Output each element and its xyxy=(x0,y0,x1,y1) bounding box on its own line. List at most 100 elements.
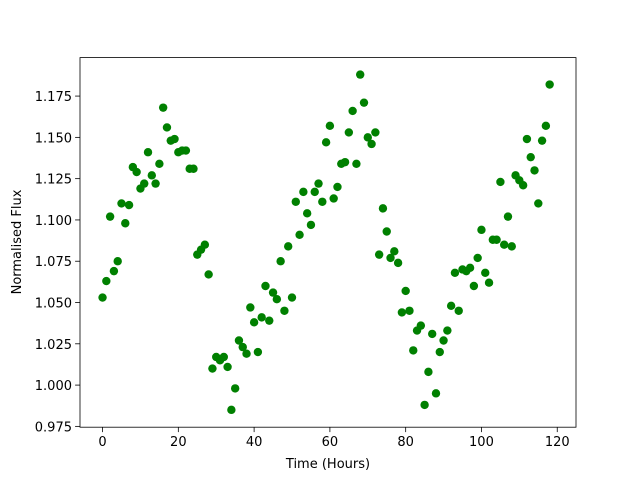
point xyxy=(424,367,433,377)
point xyxy=(310,187,319,197)
point xyxy=(359,98,369,107)
point xyxy=(287,293,297,302)
point xyxy=(356,70,365,79)
point xyxy=(246,303,255,312)
point xyxy=(280,306,289,315)
point xyxy=(204,270,213,279)
point xyxy=(302,209,312,218)
y-tick-label: 1.050 xyxy=(35,297,72,312)
y-axis-label: Normalised Flux xyxy=(10,189,25,294)
y-tick-label: 1.075 xyxy=(35,255,72,270)
point xyxy=(522,134,532,144)
y-tick-label: 1.000 xyxy=(35,379,72,394)
point xyxy=(325,121,335,131)
point xyxy=(132,167,141,177)
point xyxy=(496,177,505,187)
point xyxy=(443,326,452,335)
point xyxy=(314,179,323,188)
point xyxy=(526,152,535,162)
point xyxy=(208,364,217,373)
point xyxy=(405,306,414,315)
point xyxy=(102,276,111,286)
point xyxy=(329,194,338,203)
point xyxy=(477,225,486,235)
point xyxy=(189,164,198,173)
point xyxy=(105,212,115,221)
point xyxy=(219,352,228,362)
x-tick-label: 0 xyxy=(98,435,106,450)
point xyxy=(450,268,460,277)
point xyxy=(306,220,316,230)
point xyxy=(503,212,513,221)
point xyxy=(439,336,448,345)
x-tick-label: 20 xyxy=(170,435,187,450)
point xyxy=(416,321,426,330)
point xyxy=(257,313,266,322)
point xyxy=(465,263,475,273)
point xyxy=(378,204,388,213)
point xyxy=(321,138,331,147)
point xyxy=(143,148,153,157)
point xyxy=(386,253,395,263)
point xyxy=(363,133,372,142)
x-tick-label: 100 xyxy=(469,435,494,450)
x-tick-label: 120 xyxy=(545,435,570,450)
point xyxy=(534,199,543,208)
point xyxy=(170,134,179,144)
point xyxy=(242,349,251,358)
point xyxy=(428,329,437,339)
point xyxy=(227,405,236,415)
point xyxy=(109,266,119,276)
point xyxy=(230,384,240,393)
point xyxy=(333,182,342,192)
point xyxy=(374,250,384,259)
point xyxy=(276,257,285,266)
point xyxy=(344,128,354,137)
point xyxy=(454,306,463,315)
point xyxy=(469,281,479,291)
y-tick-label: 1.100 xyxy=(35,214,72,229)
point xyxy=(401,286,410,296)
point xyxy=(238,342,247,352)
point xyxy=(98,293,107,302)
y-tick-label: 1.025 xyxy=(35,338,72,353)
point xyxy=(181,146,191,155)
point xyxy=(484,278,494,287)
y-tick-label: 1.150 xyxy=(35,131,72,146)
point xyxy=(147,171,157,180)
point xyxy=(155,159,164,168)
point xyxy=(151,179,160,188)
y-tick-label: 1.175 xyxy=(35,90,72,105)
point xyxy=(253,347,263,357)
point xyxy=(268,288,278,297)
point xyxy=(530,166,539,175)
point xyxy=(200,240,210,249)
x-axis-label: Time (Hours) xyxy=(285,457,370,472)
x-tick-label: 80 xyxy=(397,435,414,450)
point xyxy=(507,242,516,251)
point xyxy=(499,240,509,249)
point xyxy=(393,258,403,268)
point xyxy=(158,103,168,112)
point xyxy=(318,197,327,206)
point xyxy=(140,179,149,188)
point xyxy=(371,128,380,137)
point xyxy=(223,362,232,372)
point xyxy=(446,301,456,311)
point xyxy=(249,318,259,327)
plot-frame xyxy=(79,57,577,428)
point xyxy=(265,316,274,325)
y-tick-label: 1.125 xyxy=(35,173,72,188)
point xyxy=(541,121,551,131)
point xyxy=(291,197,300,206)
point xyxy=(348,106,357,116)
point xyxy=(431,389,441,398)
point xyxy=(545,80,554,89)
point xyxy=(295,230,304,240)
point xyxy=(352,159,361,168)
point xyxy=(340,157,350,167)
point xyxy=(518,181,528,190)
